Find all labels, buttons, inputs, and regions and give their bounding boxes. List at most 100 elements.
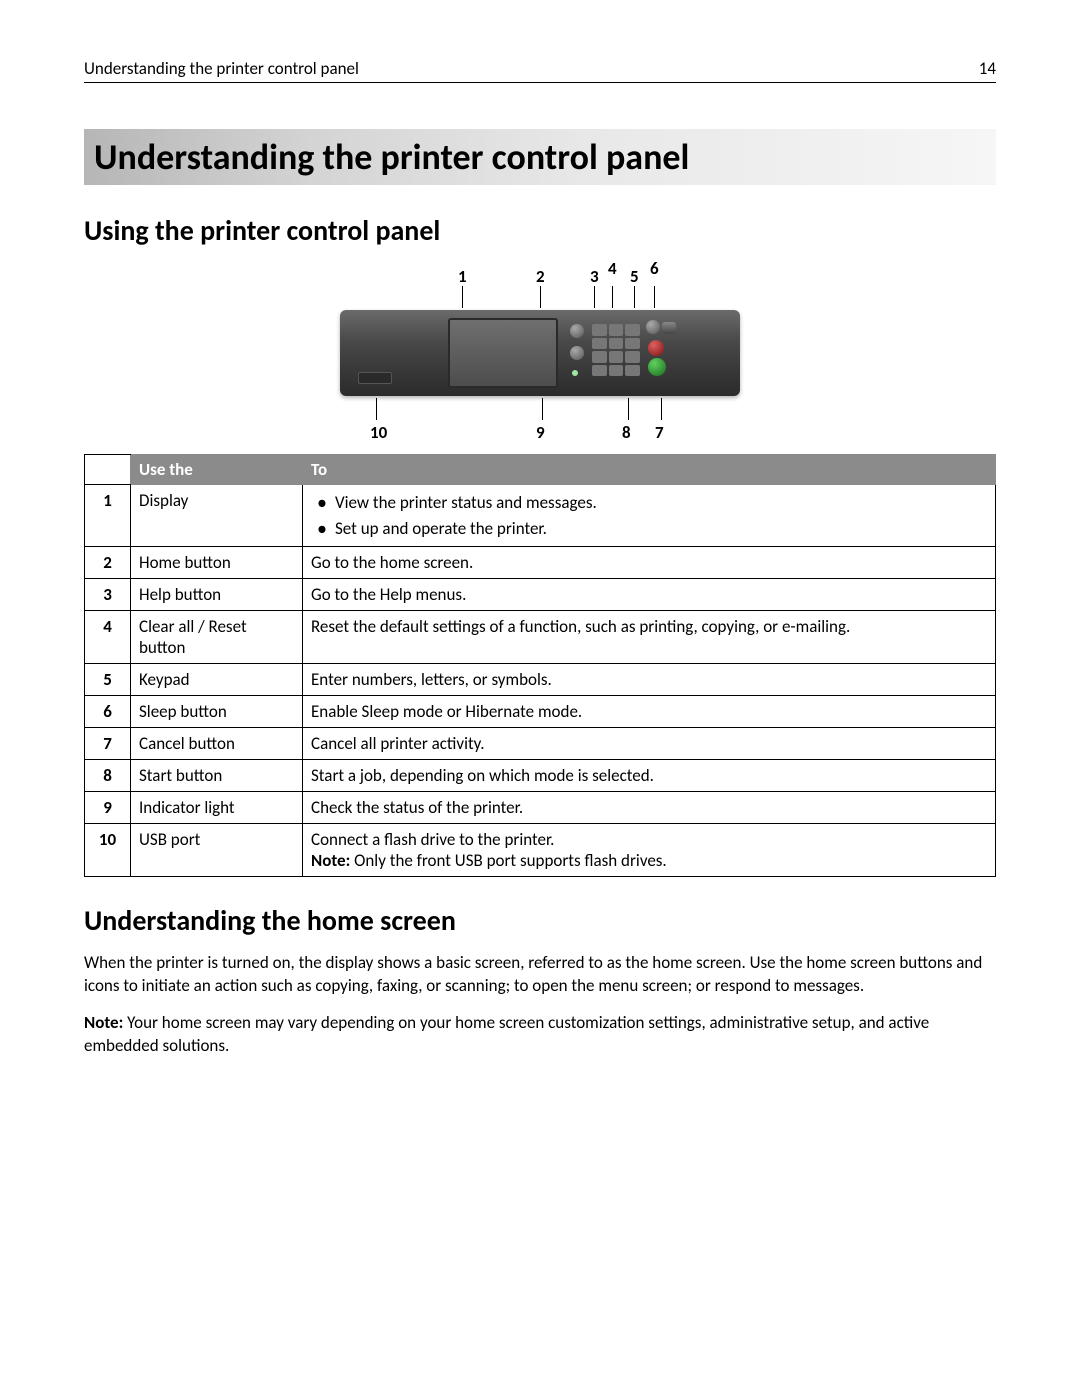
note-label: Note: (311, 850, 350, 871)
row-to-list: View the printer status and messages.Set… (311, 490, 987, 541)
diagram-callout-1: 1 (458, 266, 467, 287)
printer-panel-illustration (340, 310, 740, 396)
section2-note: Note: Your home screen may vary dependin… (84, 1012, 996, 1058)
row-number: 2 (85, 547, 131, 579)
row-use: Display (131, 485, 303, 547)
diagram-callout-6: 6 (650, 258, 659, 279)
note-label: Note: (84, 1012, 123, 1033)
row-to: Go to the home screen. (303, 547, 996, 579)
table-row: 9Indicator lightCheck the status of the … (85, 792, 996, 824)
row-use: Indicator light (131, 792, 303, 824)
row-use: Clear all / Reset button (131, 611, 303, 664)
list-item: View the printer status and messages. (315, 490, 987, 516)
row-number: 10 (85, 824, 131, 877)
diagram-callout-2: 2 (536, 266, 545, 287)
diagram-callout-7: 7 (655, 422, 664, 443)
diagram-bottom-lines (340, 396, 740, 420)
running-header: Understanding the printer control panel … (84, 58, 996, 83)
leader-line (654, 286, 655, 308)
table-header-to: To (303, 455, 996, 485)
table-row: 6Sleep buttonEnable Sleep mode or Hibern… (85, 696, 996, 728)
row-use: Keypad (131, 664, 303, 696)
row-to: View the printer status and messages.Set… (303, 485, 996, 547)
page-title: Understanding the printer control panel (84, 129, 996, 185)
table-row: 8Start buttonStart a job, depending on w… (85, 760, 996, 792)
usb-port-icon (358, 372, 392, 384)
row-number: 7 (85, 728, 131, 760)
leader-line (594, 286, 595, 308)
row-to: Connect a flash drive to the printer.Not… (303, 824, 996, 877)
table-row: 4Clear all / Reset buttonReset the defau… (85, 611, 996, 664)
row-to-note: Note: Only the front USB port supports f… (311, 850, 987, 871)
reset-button-icon (646, 320, 660, 334)
leader-line (661, 398, 662, 420)
table-header-blank (85, 455, 131, 485)
row-to: Start a job, depending on which mode is … (303, 760, 996, 792)
leader-line (540, 286, 541, 308)
table-row: 3Help buttonGo to the Help menus. (85, 579, 996, 611)
start-button-icon (648, 358, 666, 376)
section1-heading: Using the printer control panel (84, 213, 996, 248)
diagram-callout-9: 9 (536, 422, 545, 443)
diagram-callout-3: 3 (590, 266, 599, 287)
row-use: Cancel button (131, 728, 303, 760)
diagram-top-lines (340, 286, 740, 310)
row-to: Enter numbers, letters, or symbols. (303, 664, 996, 696)
leader-line (376, 398, 377, 420)
row-use: Start button (131, 760, 303, 792)
diagram-callout-4: 4 (608, 258, 617, 279)
diagram-callout-5: 5 (630, 266, 639, 287)
display-screen (448, 318, 558, 388)
note-text: Your home screen may vary depending on y… (84, 1012, 929, 1056)
row-number: 4 (85, 611, 131, 664)
row-number: 3 (85, 579, 131, 611)
section2-heading: Understanding the home screen (84, 903, 996, 938)
section2-para1: When the printer is turned on, the displ… (84, 952, 996, 998)
leader-line (628, 398, 629, 420)
cancel-button-icon (648, 340, 664, 356)
leader-line (612, 286, 613, 308)
page: Understanding the printer control panel … (0, 0, 1080, 1132)
table-header: Use the To (85, 455, 996, 485)
sleep-button-icon (662, 322, 676, 334)
row-to: Go to the Help menus. (303, 579, 996, 611)
home-button-icon (570, 324, 584, 338)
control-panel-table: Use the To 1DisplayView the printer stat… (84, 454, 996, 877)
list-item: Set up and operate the printer. (315, 516, 987, 542)
diagram-bottom-labels: 10 9 8 7 (340, 420, 740, 444)
table-header-use: Use the (131, 455, 303, 485)
header-title: Understanding the printer control panel (84, 58, 359, 79)
note-text: Only the front USB port supports flash d… (350, 850, 666, 871)
diagram-callout-8: 8 (622, 422, 631, 443)
row-to: Reset the default settings of a function… (303, 611, 996, 664)
help-button-icon (570, 346, 584, 360)
leader-line (542, 398, 543, 420)
row-number: 5 (85, 664, 131, 696)
row-use: Sleep button (131, 696, 303, 728)
row-use: Help button (131, 579, 303, 611)
row-number: 9 (85, 792, 131, 824)
row-to-text: Connect a flash drive to the printer. (311, 829, 987, 850)
row-to: Cancel all printer activity. (303, 728, 996, 760)
control-panel-diagram: 123456 10987 (340, 262, 740, 444)
row-use: Home button (131, 547, 303, 579)
row-number: 1 (85, 485, 131, 547)
diagram-top-labels: 123456 (340, 262, 740, 286)
diagram-callout-10: 10 (370, 422, 387, 443)
table-row: 1DisplayView the printer status and mess… (85, 485, 996, 547)
row-to: Check the status of the printer. (303, 792, 996, 824)
table-row: 7Cancel buttonCancel all printer activit… (85, 728, 996, 760)
leader-line (634, 286, 635, 308)
indicator-light-icon (572, 370, 578, 376)
row-use: USB port (131, 824, 303, 877)
leader-line (462, 286, 463, 308)
row-number: 8 (85, 760, 131, 792)
table-body: 1DisplayView the printer status and mess… (85, 485, 996, 877)
table-row: 5KeypadEnter numbers, letters, or symbol… (85, 664, 996, 696)
row-to: Enable Sleep mode or Hibernate mode. (303, 696, 996, 728)
header-page-number: 14 (979, 58, 996, 79)
keypad-illustration (592, 324, 640, 376)
table-row: 10USB portConnect a flash drive to the p… (85, 824, 996, 877)
table-row: 2Home buttonGo to the home screen. (85, 547, 996, 579)
row-number: 6 (85, 696, 131, 728)
